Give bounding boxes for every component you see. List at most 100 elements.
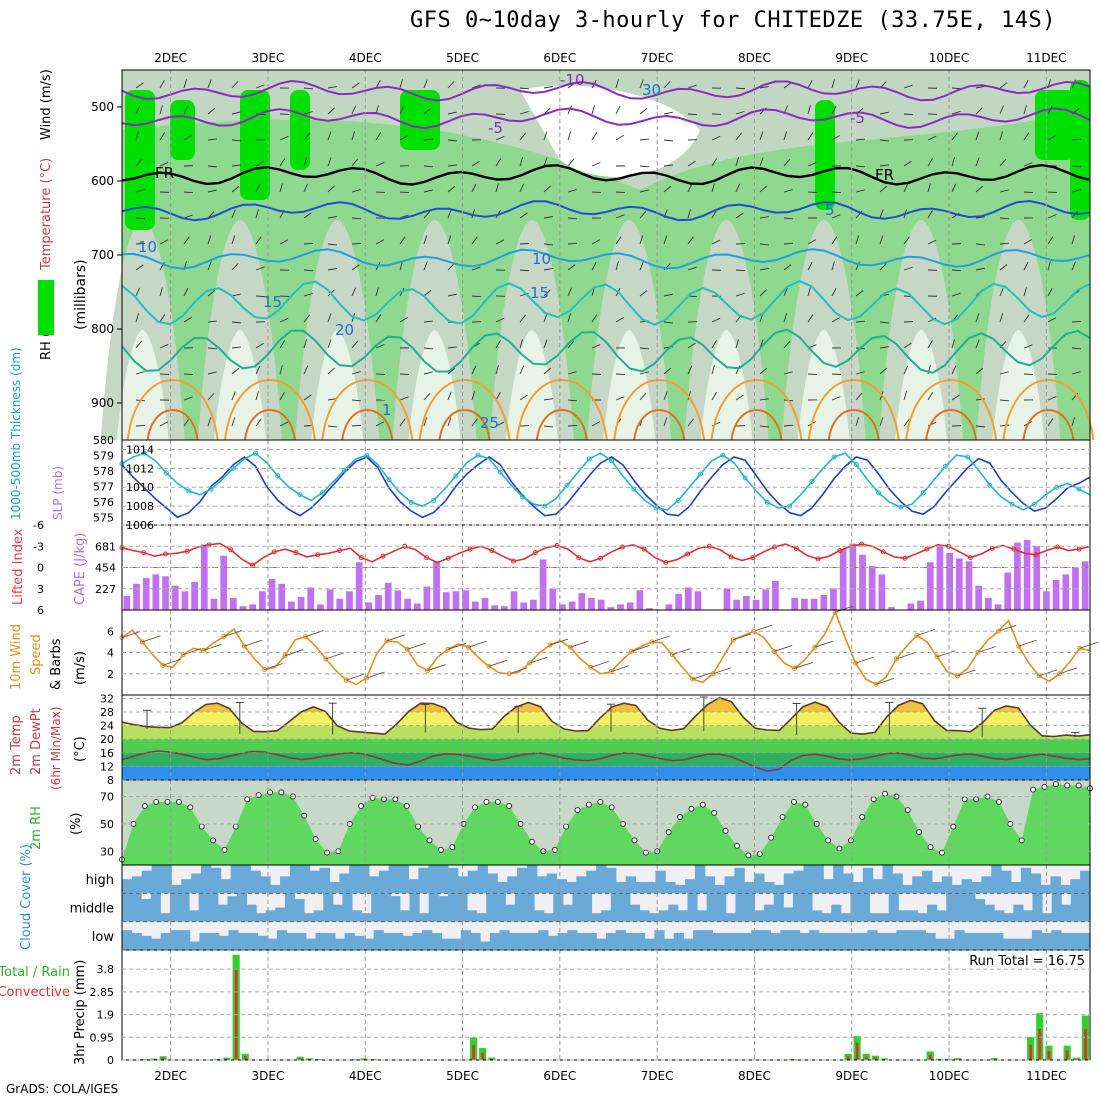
slp-line-point [186,488,192,494]
cloud-high [171,884,182,894]
cloud-low [325,933,336,950]
wind-barb [519,157,524,167]
wind-barb [375,239,385,245]
contour-label: 20 [335,321,354,339]
wind-barb [399,214,409,219]
wind-barb [951,394,960,401]
wind-barb [519,314,526,323]
cloud-middle [764,904,775,922]
wind-barb [999,313,1004,323]
wind-barb [639,261,644,271]
cape-bar [559,604,566,610]
cloud-middle [237,893,248,922]
cloud-middle [304,913,315,922]
day-label-top: 9DEC [835,51,868,65]
wind-barb [759,157,764,167]
cloud-low [877,933,888,950]
wind-barb [903,342,912,349]
cloud-low [189,941,200,950]
precip-conv-bar [298,1058,302,1060]
cloud-high [882,865,893,894]
wind-barb [159,314,166,323]
rh2m-point [415,823,422,830]
cloud-low [199,933,210,950]
wind-barb [207,289,216,297]
wind-barb-10m [590,660,609,668]
cloud-low [1051,930,1062,950]
wind-barb [735,212,744,219]
rh2m-point [301,812,308,819]
rh2m-point [745,852,752,859]
wind-barb [855,165,866,168]
rh2m-point [392,796,399,803]
day-label-bottom: 4DEC [349,1069,382,1083]
wind-barb [927,135,937,141]
wind-barb [159,105,163,115]
wind-barb [423,417,428,427]
wind-barb [375,344,385,349]
wind-barb [207,189,217,193]
y-tick-temp: 8 [107,774,114,787]
ylabel-convective: Convective [0,985,70,1000]
day-label-top: 5DEC [446,51,479,65]
thickness-line [121,455,1091,519]
cloud-high [951,884,963,894]
precip-conv-bar [472,1045,475,1060]
wind-barb [159,344,169,349]
y-tick-thickness: 575 [93,511,114,524]
wind-barb [975,425,986,428]
cloud-low [741,933,752,950]
wind-barb [807,132,814,141]
wind-barb [975,185,984,193]
cape-bar [1043,591,1050,610]
wind-barb [447,139,458,142]
cloud-middle [399,910,411,922]
cloud-high [309,870,321,894]
isotherm-15 [121,280,1091,326]
rh2m-point [733,842,740,849]
wind-barb [591,421,601,427]
wind-barb [855,392,863,401]
wind-speed-line-point [180,652,186,658]
wind-barb [303,394,312,401]
rh-moist-patch [170,100,195,160]
wind-barb-10m [244,639,263,647]
rh2m-point [802,801,809,808]
slp-line-point [497,469,503,475]
cloud-middle [946,893,957,922]
rh-moist-patch [1070,80,1090,220]
cloud-middle [208,893,219,922]
wind-barb [831,396,841,401]
cloud-middle [198,893,209,922]
cape-bar [578,593,586,610]
cloud-low [615,930,626,950]
precip-conv-bar [490,1058,494,1060]
cloud-high [912,876,923,894]
precip-conv-bar [855,1042,859,1060]
wind-barb [831,79,835,89]
lifted-index-line-point [1033,552,1039,558]
wind-barb [687,209,691,219]
cloud-high [536,876,548,894]
wind-speed-line-point [139,639,145,645]
wind-barb [159,132,166,141]
wind-barb [831,236,838,245]
ylabel-wind-barbs: & Barbs [49,638,64,690]
cape-bar [268,579,276,610]
wind-barb [495,183,499,193]
wind-barb [855,320,866,323]
wind-speed-line-point [486,663,492,669]
wind-barb-10m [794,662,813,669]
wind-barb [663,321,674,324]
slp-line-point [520,494,526,500]
ylabel-total-rain: Total / Rain [0,965,70,980]
cloud-middle [380,893,391,922]
cloud-high [210,867,222,894]
y-tick-thickness: 576 [93,496,114,509]
cloud-high [1040,884,1051,894]
cape-bar [985,597,992,610]
wind-barb [255,236,262,245]
wind-barb [831,191,842,193]
slp-line-point [408,499,414,505]
precip-run-total: Run Total = 16.75 [969,954,1085,969]
